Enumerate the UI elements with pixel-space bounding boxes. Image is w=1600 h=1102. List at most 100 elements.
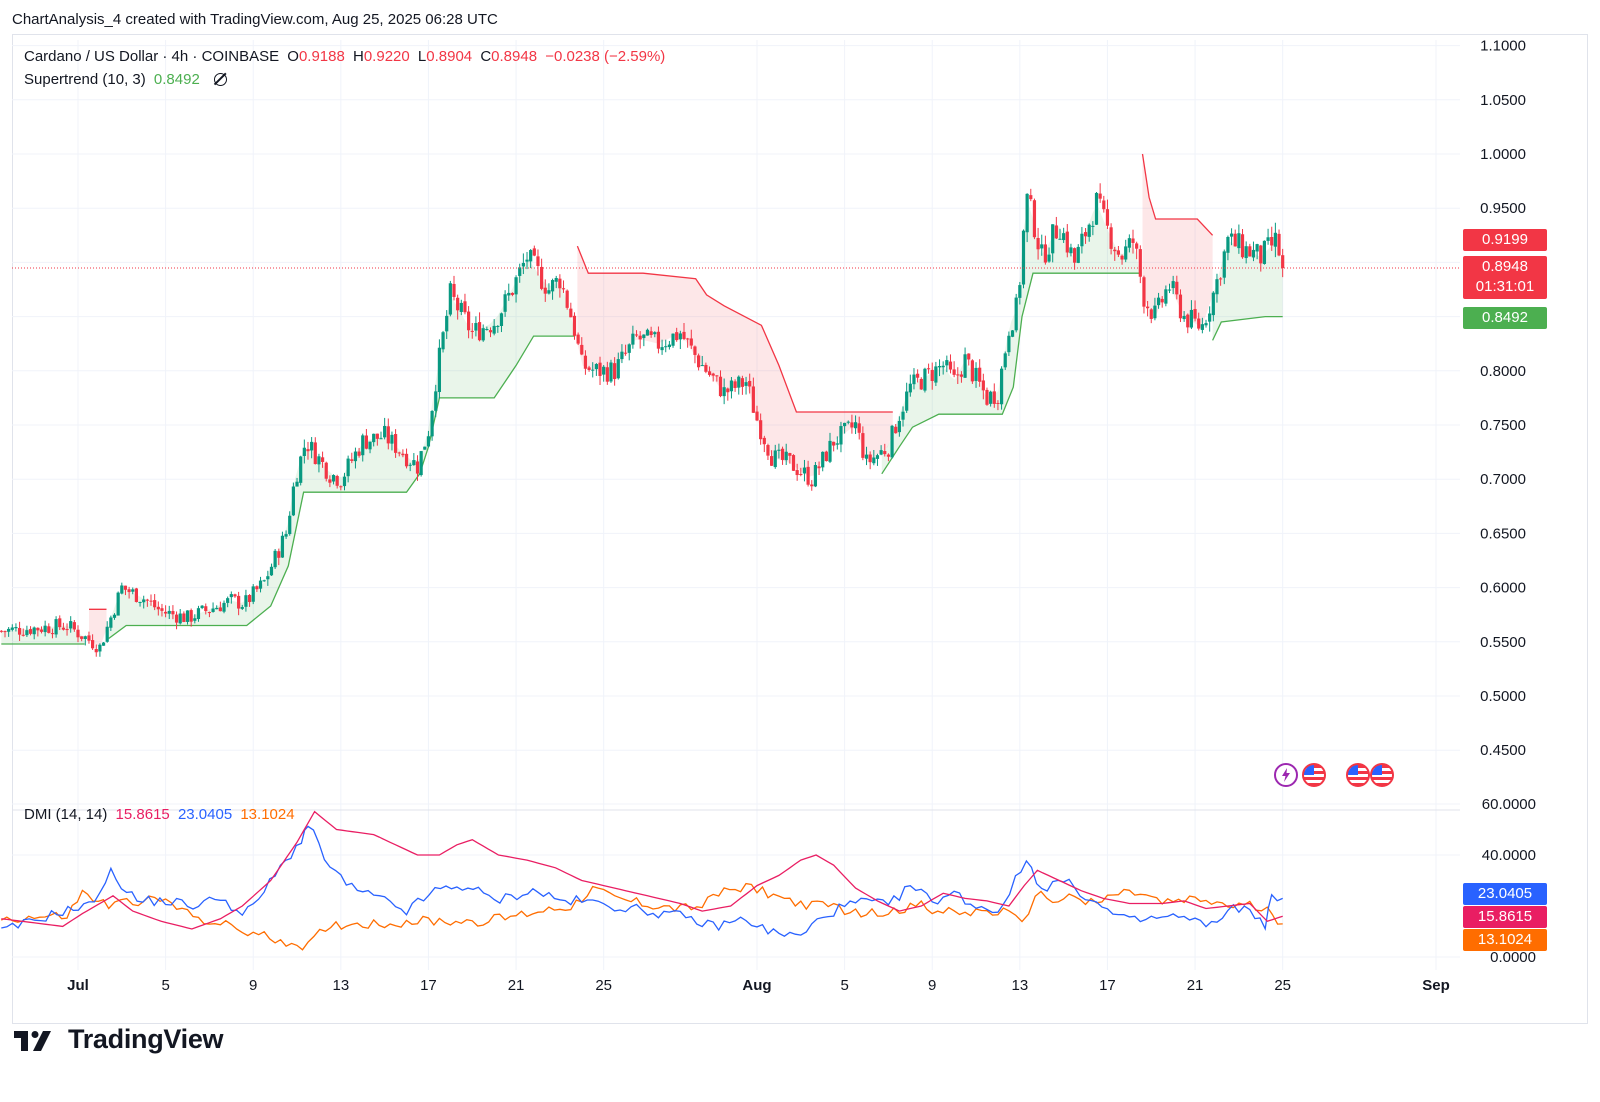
supertrend-up-line: [881, 272, 1141, 475]
candle: [1211, 291, 1215, 322]
supertrend-name[interactable]: Supertrend (10, 3): [24, 71, 146, 88]
dmi-legend[interactable]: DMI (14, 14) 15.8615 23.0405 13.1024: [24, 806, 299, 823]
candle: [58, 615, 62, 631]
candle: [372, 433, 376, 447]
candle: [474, 316, 478, 337]
candle: [1273, 222, 1277, 258]
candle: [788, 452, 792, 464]
candle: [671, 333, 675, 348]
supertrend-legend[interactable]: Supertrend (10, 3) 0.8492: [24, 71, 231, 88]
candle: [748, 373, 752, 394]
price-tick-label: 0.6000: [1480, 580, 1526, 597]
symbol-legend[interactable]: Cardano / US Dollar · 4h · COINBASE O0.9…: [24, 48, 669, 65]
last-price-value: 0.8948: [1482, 258, 1528, 275]
us-flag-icon[interactable]: [1370, 763, 1394, 787]
countdown-value: 01:31:01: [1475, 278, 1535, 295]
dmi-name[interactable]: DMI (14, 14): [24, 806, 108, 823]
candle: [795, 463, 799, 481]
candle: [1156, 292, 1161, 309]
brand[interactable]: TradingView: [14, 1024, 224, 1055]
supertrend-down-fill: [577, 246, 893, 477]
candle: [229, 591, 233, 604]
candle: [1182, 311, 1186, 322]
candle: [39, 626, 44, 634]
candle: [273, 548, 277, 569]
symbol-title[interactable]: Cardano / US Dollar · 4h · COINBASE: [24, 48, 280, 65]
candle: [1262, 240, 1267, 265]
candle: [361, 433, 365, 462]
candle: [726, 387, 730, 401]
candle: [1007, 331, 1011, 356]
candle: [773, 444, 777, 469]
last-price-tag: 0.8948 01:31:01: [1463, 256, 1547, 299]
candle: [1135, 241, 1139, 260]
candle: [452, 275, 456, 301]
dmi-tick-label: 40.0000: [1482, 847, 1536, 864]
candle: [693, 345, 697, 364]
candle: [824, 450, 828, 462]
candle: [1167, 283, 1172, 294]
candle: [112, 613, 117, 620]
candle: [890, 424, 894, 459]
candle: [1240, 228, 1245, 259]
candle: [357, 447, 361, 458]
candle: [755, 405, 759, 422]
candle: [1054, 216, 1058, 240]
candle: [572, 312, 577, 340]
candle: [397, 451, 401, 457]
candle: [919, 377, 923, 390]
us-flag-icon[interactable]: [1346, 763, 1370, 787]
candle: [1014, 293, 1018, 333]
candle: [1200, 317, 1204, 334]
plus-di-value: 23.0405: [177, 806, 233, 823]
candle: [843, 422, 847, 434]
candle: [1043, 235, 1047, 265]
candle: [328, 475, 332, 488]
time-tick-label: 9: [928, 977, 936, 994]
candle: [580, 337, 584, 356]
candle: [65, 623, 69, 636]
candle: [686, 337, 690, 348]
eye-off-icon[interactable]: [213, 73, 227, 86]
candle: [1113, 246, 1117, 261]
candle: [664, 339, 668, 353]
candle: [269, 563, 274, 576]
candle: [1062, 227, 1066, 243]
supertrend-up-fill: [108, 259, 576, 639]
close-value: 0.8948: [491, 48, 538, 65]
candle: [412, 453, 416, 466]
candle: [583, 350, 588, 375]
candle: [821, 451, 825, 472]
candle: [1237, 224, 1241, 254]
candle: [799, 467, 803, 477]
candle: [784, 443, 788, 466]
candle: [718, 370, 723, 398]
us-flag-icon[interactable]: [1302, 763, 1326, 787]
candle: [623, 344, 628, 356]
supertrend-tag: 0.8492: [1463, 307, 1547, 329]
lightning-icon[interactable]: [1274, 763, 1298, 787]
candle: [167, 605, 171, 620]
candle: [83, 635, 87, 646]
candle: [47, 623, 51, 634]
candle: [605, 361, 609, 385]
supertrend-fill: [1, 154, 1283, 648]
candle: [0, 630, 3, 633]
candle: [419, 450, 423, 477]
candle: [1036, 227, 1040, 260]
candle: [1003, 351, 1007, 371]
candle: [897, 416, 901, 437]
candle: [751, 377, 755, 413]
candle: [1018, 282, 1022, 305]
candle: [598, 356, 602, 385]
candle: [645, 328, 650, 336]
candle: [802, 459, 807, 482]
candle: [1222, 249, 1226, 285]
candle: [894, 423, 898, 434]
candle: [1080, 226, 1084, 254]
candle: [872, 449, 876, 466]
candle: [233, 593, 237, 598]
candle: [569, 302, 573, 318]
candle: [251, 584, 255, 605]
